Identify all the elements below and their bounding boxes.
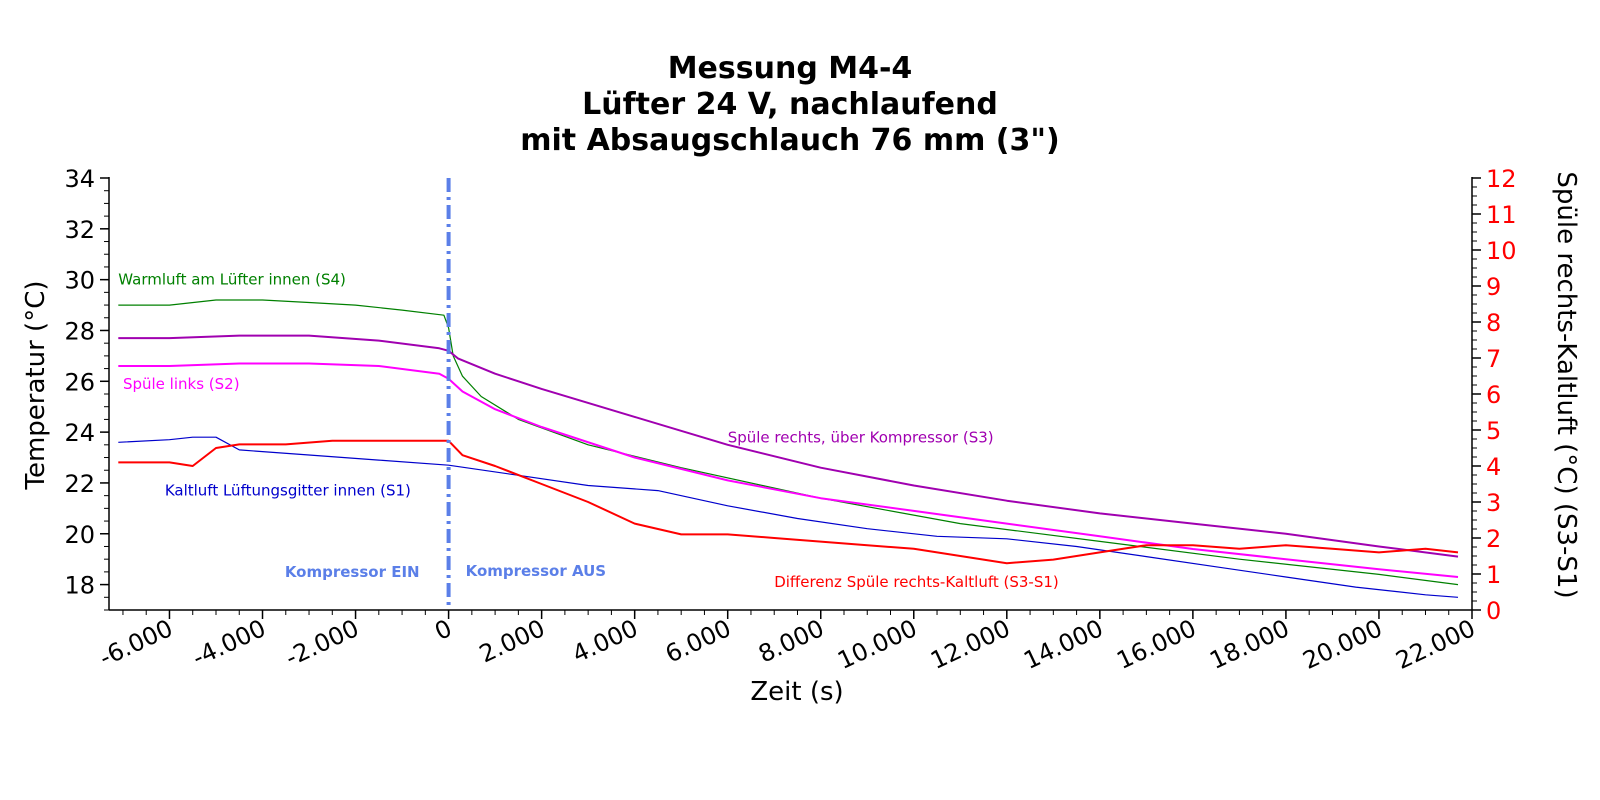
series-annotation-4: Differenz Spüle rechts-Kaltluft (S3-S1) — [774, 573, 1059, 591]
chart-title-line-2: Lüfter 24 V, nachlaufend — [582, 87, 998, 122]
kompressor-ein-label: Kompressor EIN — [285, 563, 420, 581]
series-annotation-3: Spüle rechts, über Kompressor (S3) — [728, 428, 994, 446]
y-tick-label: 18 — [64, 572, 95, 600]
y2-tick-label: 5 — [1486, 417, 1501, 445]
y2-tick-label: 3 — [1486, 489, 1501, 517]
x-tick-label: 12.000 — [926, 614, 1014, 675]
x-tick-label: 18.000 — [1206, 614, 1294, 675]
y2-tick-label: 12 — [1486, 165, 1517, 193]
x-tick-label: 8.000 — [754, 614, 828, 668]
y2-tick-label: 6 — [1486, 381, 1501, 409]
x-axis-label: Zeit (s) — [750, 677, 843, 707]
y2-tick-label: 10 — [1486, 237, 1517, 265]
x-tick-label: -2.000 — [281, 614, 363, 672]
series-line-4 — [118, 439, 1459, 565]
y2-axis-label: Spüle rechts-Kaltluft (°C) (S3-S1) — [1551, 171, 1581, 598]
vertical-marker: Kompressor EIN Kompressor AUS — [285, 178, 606, 610]
series-annotation-2: Kaltluft Lüftungsgitter innen (S1) — [165, 482, 411, 500]
series-annotation-0: Warmluft am Lüfter innen (S4) — [118, 271, 346, 289]
series-layer — [118, 299, 1459, 598]
series-line-0 — [118, 299, 1459, 586]
chart-title: Messung M4-4 Lüfter 24 V, nachlaufend mi… — [520, 51, 1060, 158]
y2-tick-label: 9 — [1486, 273, 1501, 301]
y-tick-label: 20 — [64, 521, 95, 549]
x-tick-label: 16.000 — [1112, 614, 1200, 675]
y-axis-label: Temperatur (°C) — [21, 281, 51, 491]
kompressor-aus-label: Kompressor AUS — [466, 562, 607, 580]
y2-tick-label: 4 — [1486, 453, 1501, 481]
chart-title-line-3: mit Absaugschlauch 76 mm (3") — [520, 123, 1060, 158]
x-tick-label: 2.000 — [475, 614, 549, 668]
y2-tick-label: 11 — [1486, 201, 1517, 229]
y-tick-label: 28 — [64, 317, 95, 345]
y2-tick-label: 7 — [1486, 345, 1501, 373]
x-tick-label: 4.000 — [568, 614, 642, 668]
annotations: Warmluft am Lüfter innen (S4) Spüle links… — [118, 271, 1058, 591]
x-tick-label: 14.000 — [1019, 614, 1107, 675]
x-tick-label: 10.000 — [833, 614, 921, 675]
x-tick-label: 0 — [430, 614, 456, 646]
series-line-1 — [118, 334, 1459, 558]
y2-tick-label: 8 — [1486, 309, 1501, 337]
series-line-2 — [118, 362, 1459, 578]
y2-tick-label: 0 — [1486, 597, 1501, 625]
x-tick-label: 22.000 — [1392, 614, 1480, 675]
y-tick-label: 34 — [64, 165, 95, 193]
y2-tick-label: 1 — [1486, 561, 1501, 589]
x-tick-label: -4.000 — [188, 614, 270, 672]
y-tick-label: 24 — [64, 419, 95, 447]
x-tick-label: 6.000 — [661, 614, 735, 668]
y2-tick-label: 2 — [1486, 525, 1501, 553]
y-tick-label: 32 — [64, 216, 95, 244]
y-tick-label: 30 — [64, 267, 95, 295]
chart-title-line-1: Messung M4-4 — [668, 51, 913, 86]
x-tick-label: -6.000 — [95, 614, 177, 672]
x-tick-label: 20.000 — [1299, 614, 1387, 675]
series-annotation-1: Spüle links (S2) — [123, 375, 240, 393]
axes: 1820222426283032340123456789101112-6.000… — [64, 165, 1516, 675]
y-tick-label: 22 — [64, 470, 95, 498]
y-tick-label: 26 — [64, 368, 95, 396]
